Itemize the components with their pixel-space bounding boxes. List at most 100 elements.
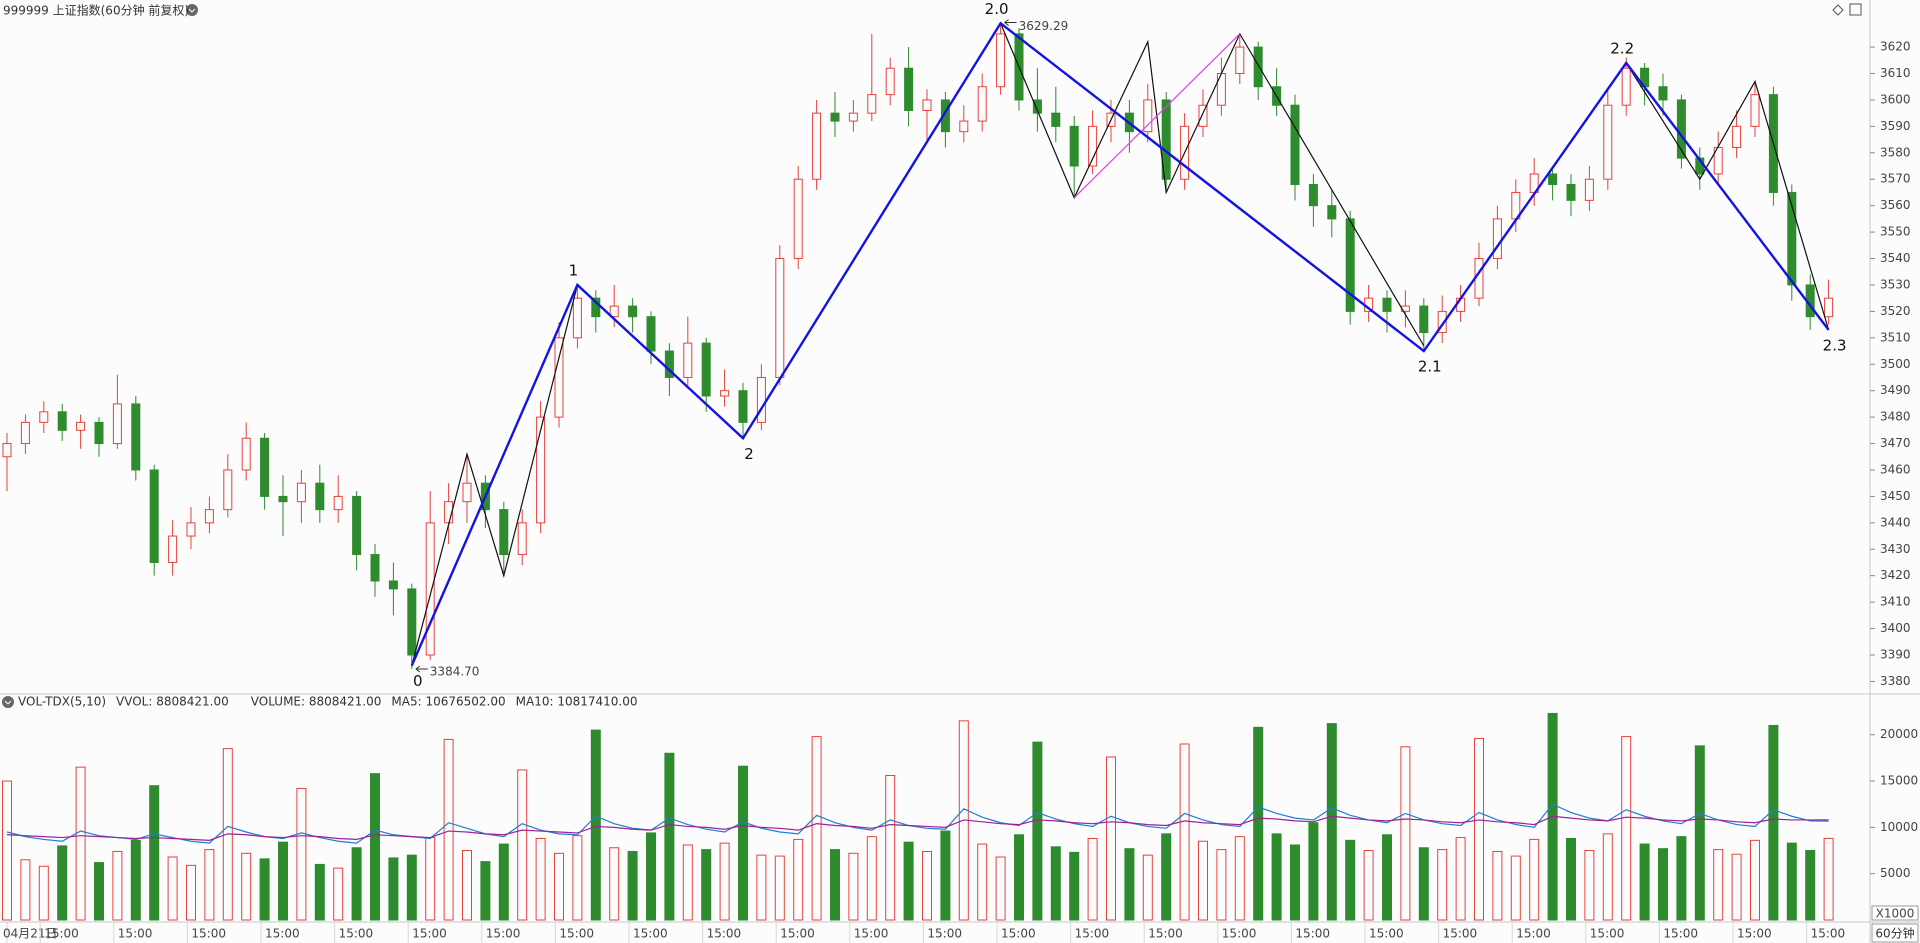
candle-body	[848, 112, 858, 122]
candle-body	[1787, 191, 1797, 286]
period-label[interactable]: 60分钟	[1875, 926, 1914, 941]
volume-bar	[370, 773, 380, 921]
volume-bar	[940, 830, 951, 921]
y-tick-label: 10000	[1880, 820, 1918, 834]
x-tick-label: 15:00	[633, 927, 668, 941]
candle-body	[186, 522, 196, 537]
volume-bar	[664, 752, 675, 921]
candle-body	[168, 535, 178, 563]
volume-bar	[1639, 843, 1650, 921]
panel-icon[interactable]	[1849, 3, 1862, 16]
candle-body	[352, 495, 362, 556]
x-tick-label: 15:00	[412, 927, 447, 941]
candle-body	[959, 120, 969, 133]
candle-body	[260, 437, 270, 497]
candle-body	[1566, 184, 1576, 201]
y-tick-label: 3490	[1880, 383, 1911, 397]
volume-menu-icon[interactable]	[2, 696, 14, 708]
zigzag-line	[1625, 62, 1830, 331]
volume-bar	[406, 854, 417, 921]
zigzag-line	[1073, 33, 1241, 199]
volume-bar	[20, 859, 31, 921]
volume-bar	[1198, 840, 1208, 921]
candle-body	[370, 554, 380, 582]
volume-bar	[1566, 837, 1576, 921]
volume-bar	[149, 785, 160, 921]
volume-bar	[1731, 853, 1742, 921]
y-tick-label: 20000	[1880, 727, 1918, 741]
volume-bar	[866, 836, 877, 921]
candle-body	[1253, 46, 1263, 88]
y-tick-label: 3470	[1880, 436, 1911, 450]
candle-body	[756, 376, 766, 423]
volume-bar	[186, 864, 196, 921]
x-tick-label: 15:00	[1663, 927, 1698, 941]
candle-body	[1621, 67, 1631, 106]
volume-bar	[1805, 850, 1816, 921]
candle-body	[1437, 310, 1447, 334]
volume-bar	[443, 738, 454, 921]
candle-body	[683, 342, 693, 378]
volume-bar	[333, 867, 344, 921]
candle-body	[664, 350, 674, 378]
volume-bar	[388, 857, 399, 921]
candle-body	[628, 305, 638, 318]
volume-bar	[1510, 855, 1521, 921]
volume-bar	[719, 842, 730, 921]
candle-body	[296, 482, 306, 503]
volume-bar	[1032, 741, 1043, 921]
period-box[interactable]	[1871, 923, 1919, 943]
candle-body	[1658, 86, 1668, 101]
wave-label: 2.0	[985, 0, 1009, 18]
extreme-arrow	[1004, 19, 1017, 26]
y-tick-label: 3430	[1880, 542, 1911, 556]
volume-bar	[314, 863, 325, 921]
candle-body	[1419, 305, 1429, 334]
menu-chevron	[188, 8, 196, 13]
volume-bar	[1676, 836, 1687, 921]
volume-bar	[498, 843, 509, 921]
candle-body	[609, 305, 619, 318]
volume-bar	[1271, 833, 1282, 921]
x-tick-label: 15:00	[118, 927, 153, 941]
candle-body	[2, 443, 12, 458]
candle-body	[278, 495, 288, 503]
candle-body	[1088, 125, 1098, 167]
candle-body	[1584, 178, 1594, 201]
extreme-arrow	[415, 665, 428, 673]
x-tick-label: 15:00	[265, 927, 300, 941]
x-tick-label: 15:00	[1443, 927, 1478, 941]
wave-label: 0	[413, 672, 423, 690]
candle-body	[223, 469, 233, 511]
extreme-label: 3384.70	[430, 665, 480, 679]
volume-bar	[167, 856, 178, 921]
y-tick-label: 3540	[1880, 251, 1911, 265]
volume-bar	[1326, 723, 1337, 921]
menu-icon[interactable]	[186, 4, 198, 16]
volume-bar	[204, 849, 215, 921]
volume-bar	[1308, 822, 1319, 921]
candle-body	[20, 421, 30, 445]
y-tick-label: 3400	[1880, 621, 1911, 635]
volume-bar	[1750, 839, 1760, 921]
unit-box	[1871, 905, 1919, 921]
candle-body	[793, 178, 803, 260]
volume-bar	[259, 858, 270, 921]
candle-body	[517, 522, 527, 556]
candle-body	[812, 112, 822, 180]
candle-body	[57, 411, 67, 431]
volume-bar	[995, 856, 1006, 921]
volume-legend: VOLUME: 8808421.00	[251, 695, 382, 709]
draw-icon[interactable]	[1832, 4, 1844, 16]
x-tick-label: 15:00	[1295, 927, 1330, 941]
volume-bar	[517, 769, 528, 921]
candle-body	[1548, 173, 1558, 186]
volume-bar	[1694, 745, 1705, 921]
volume-bar	[1658, 848, 1668, 921]
volume-bar	[1363, 850, 1374, 921]
candle-body	[39, 411, 49, 423]
volume-ma-line	[6, 815, 1829, 841]
candle-body	[1143, 99, 1153, 133]
y-tick-label: 3480	[1880, 410, 1911, 424]
